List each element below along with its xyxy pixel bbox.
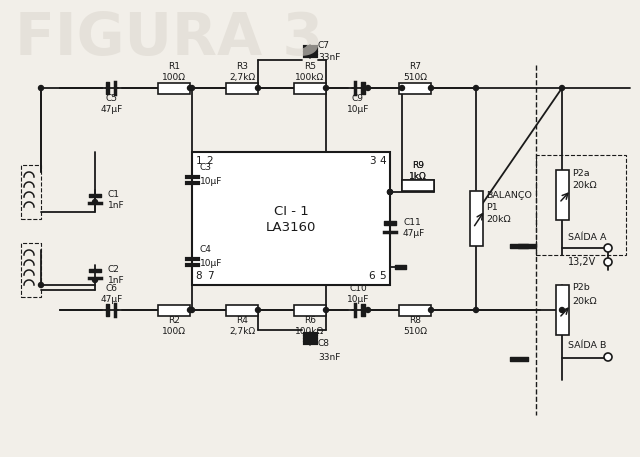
Text: 4: 4 — [380, 156, 387, 166]
Text: 10µF: 10µF — [200, 259, 222, 267]
Text: R6
100kΩ: R6 100kΩ — [296, 316, 324, 336]
Circle shape — [429, 85, 433, 90]
Text: 33nF: 33nF — [318, 352, 340, 361]
Text: 10µF: 10µF — [200, 176, 222, 186]
Circle shape — [365, 308, 371, 313]
Circle shape — [399, 85, 404, 90]
Bar — [226, 304, 258, 315]
Text: R2
100Ω: R2 100Ω — [162, 316, 186, 336]
Text: P1: P1 — [486, 203, 498, 213]
Text: SAÍDA A: SAÍDA A — [568, 234, 607, 243]
Circle shape — [604, 244, 612, 252]
Bar — [399, 83, 431, 94]
Text: C7: C7 — [318, 41, 330, 49]
Text: C6
47µF: C6 47µF — [101, 284, 123, 304]
Text: 1: 1 — [196, 156, 202, 166]
Text: R3
2,7kΩ: R3 2,7kΩ — [229, 62, 255, 82]
Text: R9
1kΩ: R9 1kΩ — [409, 161, 427, 181]
Text: R7
510Ω: R7 510Ω — [403, 62, 427, 82]
Text: R1
100Ω: R1 100Ω — [162, 62, 186, 82]
Circle shape — [255, 85, 260, 90]
Text: SAÍDA B: SAÍDA B — [568, 340, 606, 350]
Circle shape — [189, 85, 195, 90]
Text: 13,2V: 13,2V — [568, 257, 596, 267]
Circle shape — [559, 308, 564, 313]
Text: R8
510Ω: R8 510Ω — [403, 316, 427, 336]
Circle shape — [559, 85, 564, 90]
Bar — [294, 83, 326, 94]
Text: CI - 1: CI - 1 — [274, 205, 308, 218]
Circle shape — [387, 190, 392, 195]
Bar — [399, 304, 431, 315]
Text: C8: C8 — [318, 340, 330, 349]
Text: BALANÇO: BALANÇO — [486, 191, 532, 201]
Text: C9
10µF: C9 10µF — [347, 94, 369, 114]
Text: 20kΩ: 20kΩ — [572, 297, 596, 305]
Circle shape — [604, 258, 612, 266]
Text: 7: 7 — [207, 271, 213, 281]
Bar — [21, 165, 41, 219]
Text: C11
47µF: C11 47µF — [403, 218, 425, 238]
Text: P2b: P2b — [572, 283, 589, 292]
Circle shape — [474, 308, 479, 313]
Text: C3: C3 — [200, 164, 212, 172]
Circle shape — [188, 85, 193, 90]
Text: R9
1kΩ: R9 1kΩ — [409, 161, 427, 181]
Text: C1
1nF: C1 1nF — [108, 190, 125, 210]
Circle shape — [93, 277, 97, 282]
Text: C5
47µF: C5 47µF — [101, 94, 123, 114]
Circle shape — [38, 85, 44, 90]
Text: P2a: P2a — [572, 169, 589, 177]
Bar — [536, 155, 626, 255]
Circle shape — [188, 308, 193, 313]
Circle shape — [429, 308, 433, 313]
Circle shape — [189, 308, 195, 313]
Bar — [470, 191, 483, 245]
Text: C10
10µF: C10 10µF — [347, 284, 369, 304]
Bar — [158, 83, 190, 94]
Circle shape — [323, 308, 328, 313]
Bar — [556, 285, 568, 335]
Circle shape — [365, 85, 371, 90]
Text: 20kΩ: 20kΩ — [572, 181, 596, 191]
Text: 33nF: 33nF — [318, 53, 340, 63]
Text: 20kΩ: 20kΩ — [486, 216, 511, 224]
Circle shape — [38, 282, 44, 287]
Bar — [402, 180, 434, 191]
Text: LA3160: LA3160 — [266, 221, 316, 234]
Bar — [294, 304, 326, 315]
Text: C4: C4 — [200, 245, 212, 255]
Text: 5: 5 — [380, 271, 387, 281]
Text: 3: 3 — [369, 156, 375, 166]
Circle shape — [323, 85, 328, 90]
Text: 6: 6 — [369, 271, 375, 281]
Circle shape — [604, 353, 612, 361]
Text: 2: 2 — [207, 156, 213, 166]
Bar — [21, 243, 41, 297]
Bar — [556, 170, 568, 220]
Bar — [158, 304, 190, 315]
Text: 8: 8 — [196, 271, 202, 281]
Bar — [402, 180, 434, 191]
Circle shape — [93, 200, 97, 204]
Text: C2
1nF: C2 1nF — [108, 266, 125, 285]
Circle shape — [255, 308, 260, 313]
Bar — [226, 83, 258, 94]
Text: R5
100kΩ: R5 100kΩ — [296, 62, 324, 82]
Circle shape — [474, 85, 479, 90]
Text: FIGURA 3: FIGURA 3 — [15, 10, 323, 67]
Text: R4
2,7kΩ: R4 2,7kΩ — [229, 316, 255, 336]
Bar — [192, 152, 390, 285]
Circle shape — [387, 190, 392, 195]
